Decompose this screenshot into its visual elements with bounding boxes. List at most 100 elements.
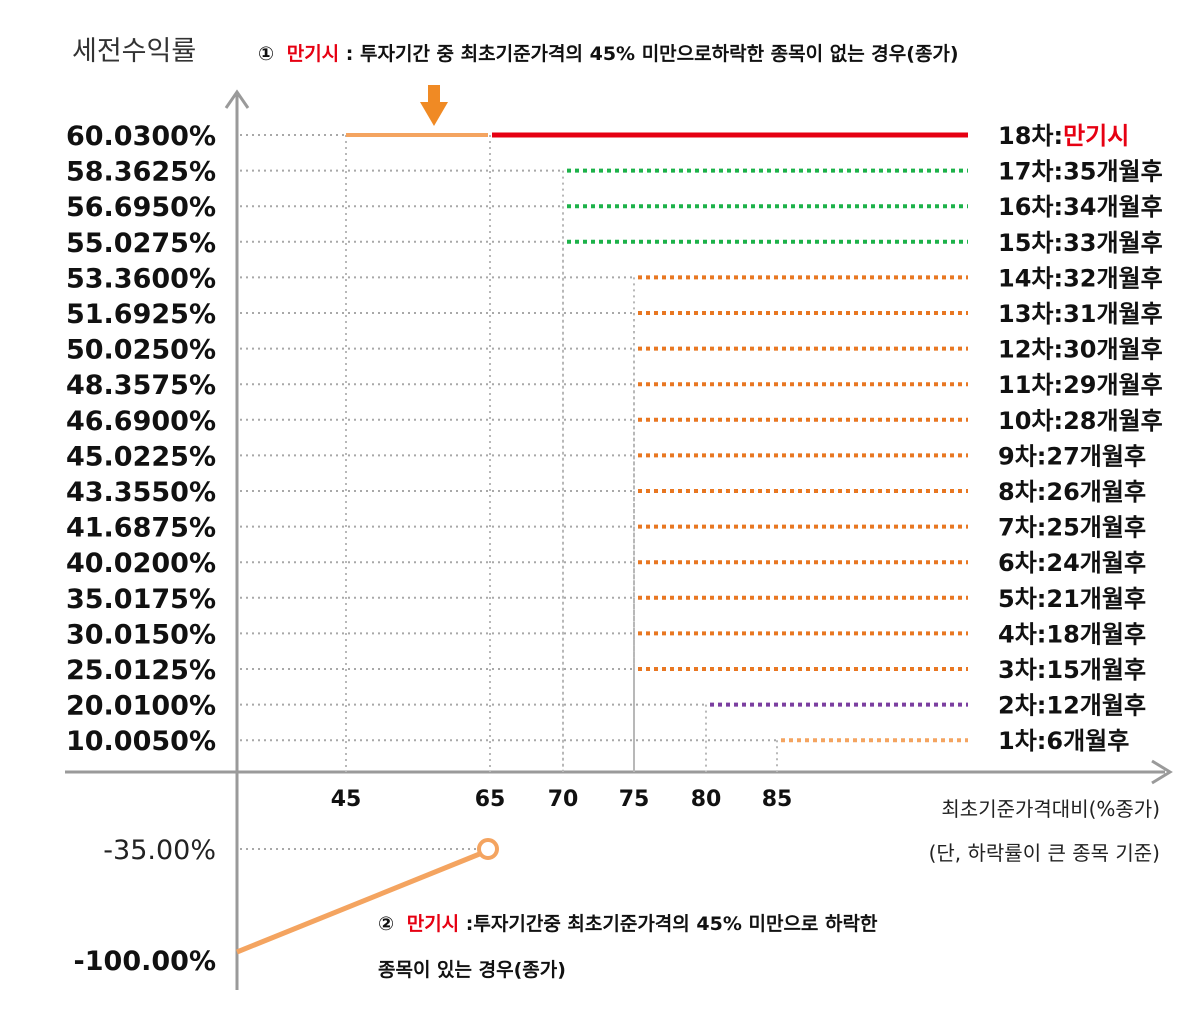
level-label-prefix: 6차: (998, 549, 1046, 577)
levels-group: 60.0300% 18차:만기시 58.3625% 17차:35개월후 56.6950%… (66, 121, 1163, 772)
y-tick-label: 41.6875% (66, 513, 216, 544)
level-label: 5차:21개월후 (998, 585, 1146, 613)
y-tick-label: 51.6925% (66, 299, 216, 330)
level-label-suffix: 29개월후 (1063, 371, 1163, 399)
level-label: 12차:30개월후 (998, 336, 1163, 364)
level-label: 4차:18개월후 (998, 620, 1146, 648)
level-label-prefix: 8차: (998, 478, 1046, 506)
y-tick-label: 45.0225% (66, 441, 216, 472)
level-label-prefix: 1차: (998, 727, 1046, 755)
x-tick-label: 75 (619, 787, 650, 812)
level-label: 1차:6개월후 (998, 727, 1129, 755)
y-tick-label: 56.6950% (66, 192, 216, 223)
level-label-prefix: 16차: (998, 193, 1063, 221)
level-label-suffix: 26개월후 (1046, 478, 1146, 506)
level-label: 13차:31개월후 (998, 300, 1163, 328)
level-label: 7차:25개월후 (998, 514, 1146, 542)
level-label-suffix: 31개월후 (1063, 300, 1163, 328)
annotation-bottom-line2: 종목이 있는 경우(종가) (378, 959, 566, 981)
y-tick-label: 48.3575% (66, 370, 216, 401)
loss-group: -35.00% -100.00% (74, 835, 499, 977)
annotation-top: ① 만기시 : 투자기간 중 최초기준가격의 45% 미만으로하락한 종목이 없… (258, 43, 959, 65)
level-label: 18차:만기시 (998, 122, 1129, 150)
level-label-prefix: 4차: (998, 620, 1046, 648)
level-label-prefix: 3차: (998, 656, 1046, 684)
y-tick-label: 58.3625% (66, 157, 216, 188)
y-axis-title: 세전수익률 (72, 36, 196, 67)
level-label-prefix: 9차: (998, 442, 1046, 470)
level-label-suffix: 33개월후 (1063, 229, 1163, 257)
level-label-suffix: 25개월후 (1046, 514, 1146, 542)
y-tick-label: 30.0150% (66, 619, 216, 650)
x-tick-label: 65 (475, 787, 506, 812)
y-tick-label-neg: -100.00% (74, 946, 216, 977)
annotation-top-num: ① (258, 43, 274, 65)
y-tick-label: 55.0275% (66, 228, 216, 259)
y-tick-label: 53.3600% (66, 263, 216, 294)
level-label: 15차:33개월후 (998, 229, 1163, 257)
level-label: 8차:26개월후 (998, 478, 1146, 506)
x-tick-label: 85 (762, 787, 793, 812)
level-label-prefix: 17차: (998, 158, 1063, 186)
level-label-suffix: 만기시 (1063, 122, 1129, 150)
level-label-prefix: 2차: (998, 692, 1046, 720)
level-label-suffix: 32개월후 (1063, 264, 1163, 292)
level-label: 9차:27개월후 (998, 442, 1146, 470)
loss-endpoint-marker (477, 838, 499, 860)
annotation-bottom-line1: ② 만기시 :투자기간중 최초기준가격의 45% 미만으로 하락한 (378, 913, 878, 935)
level-label: 17차:35개월후 (998, 158, 1163, 186)
y-tick-label: 60.0300% (66, 121, 216, 152)
loss-line (236, 850, 483, 955)
level-label-prefix: 13차: (998, 300, 1063, 328)
level-label-prefix: 5차: (998, 585, 1046, 613)
level-label-suffix: 18개월후 (1046, 620, 1146, 648)
level-label-prefix: 10차: (998, 407, 1063, 435)
annotation-bottom-num: ② (378, 913, 394, 935)
x-tick-label: 45 (331, 787, 362, 812)
level-label: 3차:15개월후 (998, 656, 1146, 684)
level-label-suffix: 27개월후 (1046, 442, 1146, 470)
y-tick-label: 20.0100% (66, 691, 216, 722)
y-tick-label: 25.0125% (66, 655, 216, 686)
level-label: 16차:34개월후 (998, 193, 1163, 221)
x-tick-labels: 45 65 70 75 80 85 (331, 787, 793, 812)
annotation-bottom-highlight: 만기시 (407, 913, 459, 935)
y-tick-label: 46.6900% (66, 406, 216, 437)
level-label-suffix: 28개월후 (1063, 407, 1163, 435)
level-label-suffix: 35개월후 (1063, 158, 1163, 186)
y-tick-label: 35.0175% (66, 584, 216, 615)
level-label-suffix: 6개월후 (1046, 727, 1129, 755)
level-label: 6차:24개월후 (998, 549, 1146, 577)
level-label-prefix: 12차: (998, 336, 1063, 364)
x-axis-arrow-icon (1151, 759, 1173, 785)
y-tick-label: 10.0050% (66, 726, 216, 757)
level-label-prefix: 14차: (998, 264, 1063, 292)
y-tick-label: 50.0250% (66, 335, 216, 366)
level-label: 11차:29개월후 (998, 371, 1163, 399)
level-label-suffix: 12개월후 (1046, 692, 1146, 720)
level-label: 14차:32개월후 (998, 264, 1163, 292)
annotation-top-highlight: 만기시 (287, 43, 339, 65)
level-label-suffix: 34개월후 (1063, 193, 1163, 221)
level-label-prefix: 7차: (998, 514, 1046, 542)
level-label-prefix: 15차: (998, 229, 1063, 257)
x-axis-label: 최초기준가격대비(%종가) (941, 797, 1160, 821)
level-label-suffix: 15개월후 (1046, 656, 1146, 684)
y-tick-label: 40.0200% (66, 548, 216, 579)
x-tick-label: 80 (691, 787, 722, 812)
level-label-suffix: 21개월후 (1046, 585, 1146, 613)
level-label-suffix: 24개월후 (1046, 549, 1146, 577)
level-label: 10차:28개월후 (998, 407, 1163, 435)
level-label: 2차:12개월후 (998, 692, 1146, 720)
annotation-bottom-text: :투자기간중 최초기준가격의 45% 미만으로 하락한 (466, 913, 878, 935)
annotation-top-text: : 투자기간 중 최초기준가격의 45% 미만으로하락한 종목이 없는 경우(종… (346, 43, 959, 65)
level-label-suffix: 30개월후 (1063, 336, 1163, 364)
y-axis-arrow-icon (224, 89, 250, 109)
x-tick-label: 70 (548, 787, 579, 812)
level-label-prefix: 18차: (998, 122, 1063, 150)
level-label-prefix: 11차: (998, 371, 1063, 399)
down-arrow-icon (420, 85, 448, 126)
y-tick-label: 43.3550% (66, 477, 216, 508)
y-tick-label-neg: -35.00% (103, 835, 216, 866)
